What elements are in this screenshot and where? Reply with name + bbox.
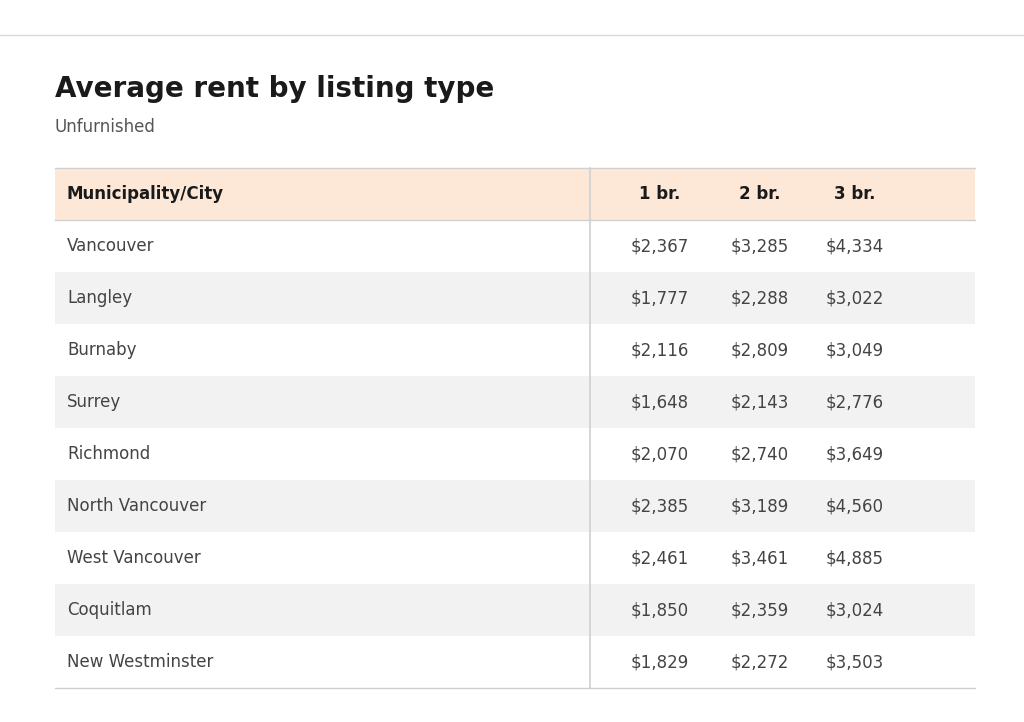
Text: $3,049: $3,049 (826, 341, 884, 359)
Text: Unfurnished: Unfurnished (55, 118, 156, 136)
Text: $2,385: $2,385 (631, 497, 689, 515)
Text: Richmond: Richmond (67, 445, 151, 463)
Bar (55, 168, 975, 220)
Text: New Westminster: New Westminster (67, 653, 213, 671)
Bar (55, 376, 975, 428)
Text: Coquitlam: Coquitlam (67, 601, 152, 619)
Text: Surrey: Surrey (67, 393, 121, 411)
Text: $2,359: $2,359 (731, 601, 790, 619)
Text: $3,649: $3,649 (826, 445, 884, 463)
Bar (55, 584, 975, 636)
Bar (55, 324, 975, 376)
Text: $2,367: $2,367 (631, 237, 689, 255)
Text: $1,777: $1,777 (631, 289, 689, 307)
Bar (55, 220, 975, 272)
Text: $3,022: $3,022 (825, 289, 884, 307)
Text: $2,272: $2,272 (731, 653, 790, 671)
Bar (55, 272, 975, 324)
Bar (55, 532, 975, 584)
Text: $3,024: $3,024 (826, 601, 884, 619)
Text: $2,288: $2,288 (731, 289, 790, 307)
Text: $4,334: $4,334 (826, 237, 884, 255)
Text: $3,461: $3,461 (731, 549, 790, 567)
Text: $2,740: $2,740 (731, 445, 790, 463)
Text: $1,648: $1,648 (631, 393, 689, 411)
Bar (55, 428, 975, 480)
Text: $4,560: $4,560 (826, 497, 884, 515)
Text: Burnaby: Burnaby (67, 341, 136, 359)
Bar (55, 480, 975, 532)
Text: $2,070: $2,070 (631, 445, 689, 463)
Text: $2,809: $2,809 (731, 341, 790, 359)
Text: 2 br.: 2 br. (739, 185, 780, 203)
Text: Vancouver: Vancouver (67, 237, 155, 255)
Bar (55, 636, 975, 688)
Text: North Vancouver: North Vancouver (67, 497, 206, 515)
Text: $2,461: $2,461 (631, 549, 689, 567)
Text: $2,116: $2,116 (631, 341, 689, 359)
Text: Average rent by listing type: Average rent by listing type (55, 75, 495, 103)
Text: $2,776: $2,776 (826, 393, 884, 411)
Text: Langley: Langley (67, 289, 132, 307)
Text: $3,503: $3,503 (826, 653, 884, 671)
Text: Municipality/City: Municipality/City (67, 185, 224, 203)
Text: $2,143: $2,143 (731, 393, 790, 411)
Text: $3,285: $3,285 (731, 237, 790, 255)
Text: 1 br.: 1 br. (639, 185, 681, 203)
Text: $3,189: $3,189 (731, 497, 790, 515)
Text: $1,850: $1,850 (631, 601, 689, 619)
Text: West Vancouver: West Vancouver (67, 549, 201, 567)
Text: 3 br.: 3 br. (835, 185, 876, 203)
Text: $1,829: $1,829 (631, 653, 689, 671)
Text: $4,885: $4,885 (826, 549, 884, 567)
